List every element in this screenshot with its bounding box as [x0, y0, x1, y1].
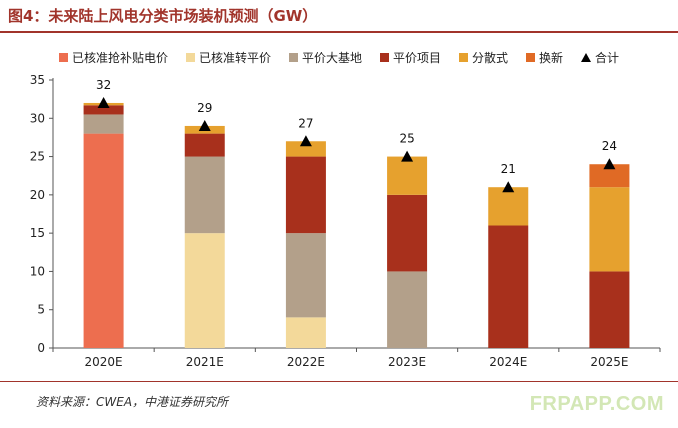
- chart-title: 图4：未来陆上风电分类市场装机预测（GW）: [8, 6, 318, 25]
- total-marker: [198, 119, 211, 131]
- bar-segment: [285, 156, 326, 234]
- y-tick-label: 0: [37, 341, 45, 355]
- legend-item: 平价大基地: [288, 49, 362, 66]
- x-tick-label: 2022E: [287, 355, 325, 369]
- legend-swatch: [185, 52, 195, 62]
- total-marker: [603, 158, 616, 170]
- total-marker: [502, 181, 515, 193]
- source-note: 资料来源：CWEA，中港证券研究所: [36, 395, 229, 409]
- bar-segment: [589, 271, 630, 348]
- bar-segment: [184, 156, 225, 234]
- legend-label: 换新: [539, 50, 564, 65]
- x-tick-label: 2024E: [489, 355, 527, 369]
- total-data-label: 24: [602, 139, 617, 153]
- legend-item: 换新: [526, 49, 563, 66]
- legend-item: 已核准抢补贴电价: [58, 49, 168, 66]
- x-tick-label: 2021E: [186, 355, 224, 369]
- bar-segment: [285, 317, 326, 348]
- legend-label: 平价大基地: [301, 50, 362, 65]
- bar-segment: [387, 194, 428, 272]
- y-tick-label: 35: [30, 73, 45, 87]
- watermark: FRPAPP.COM: [529, 393, 664, 415]
- total-data-label: 25: [399, 132, 414, 146]
- x-tick-label: 2023E: [388, 355, 426, 369]
- y-tick-label: 15: [30, 226, 45, 240]
- triangle-icon: [581, 52, 592, 62]
- title-divider: [0, 31, 678, 33]
- chart-legend: 已核准抢补贴电价 已核准转平价 平价大基地 平价项目 分散式 换新 合计: [0, 45, 678, 69]
- total-data-label: 21: [501, 162, 516, 176]
- bar-segment: [589, 187, 630, 272]
- y-tick-label: 20: [30, 188, 45, 202]
- total-data-label: 27: [298, 116, 313, 130]
- legend-swatch: [459, 52, 468, 62]
- bar-segment: [387, 271, 428, 348]
- legend-swatch: [288, 52, 298, 62]
- legend-label: 已核准抢补贴电价: [71, 50, 168, 65]
- legend-label: 分散式: [472, 50, 509, 65]
- bar-segment: [488, 225, 529, 348]
- total-marker: [97, 96, 110, 108]
- title-bar: 图4：未来陆上风电分类市场装机预测（GW）: [0, 0, 678, 30]
- bar-segment: [83, 114, 124, 134]
- x-tick-label: 2020E: [85, 355, 123, 369]
- y-tick-label: 30: [30, 111, 45, 125]
- legend-swatch: [58, 52, 68, 62]
- legend-item-total: 合计: [581, 49, 619, 66]
- total-marker: [299, 135, 312, 147]
- y-tick-label: 5: [37, 303, 45, 317]
- legend-item: 已核准转平价: [185, 49, 271, 66]
- bar-segment: [83, 133, 124, 348]
- legend-swatch: [526, 52, 536, 62]
- bar-segment: [83, 105, 124, 115]
- legend-item: 平价项目: [379, 49, 441, 66]
- total-data-label: 32: [96, 78, 111, 92]
- legend-item: 分散式: [459, 49, 508, 66]
- total-data-label: 29: [197, 101, 212, 115]
- y-tick-label: 25: [30, 150, 45, 164]
- bar-segment: [285, 141, 326, 157]
- legend-label: 已核准转平价: [198, 50, 271, 65]
- total-marker: [401, 150, 414, 162]
- bar-segment: [184, 233, 225, 348]
- bar-segment: [589, 164, 630, 188]
- bar-segment: [387, 156, 428, 195]
- bar-segment: [488, 187, 529, 226]
- legend-swatch: [379, 52, 389, 62]
- x-tick-label: 2025E: [590, 355, 628, 369]
- y-tick-label: 10: [30, 264, 45, 278]
- bar-segment: [184, 133, 225, 157]
- bar-segment: [285, 233, 326, 318]
- legend-label: 合计: [595, 50, 620, 65]
- legend-label: 平价项目: [392, 50, 441, 65]
- footer-divider: [0, 381, 678, 382]
